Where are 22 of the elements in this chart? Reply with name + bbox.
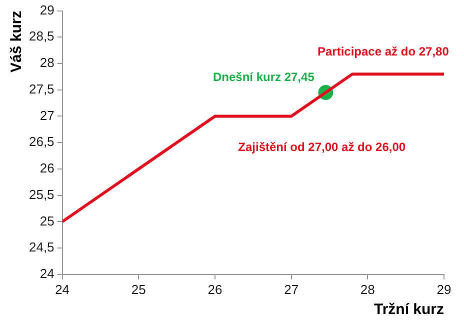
y-tick-label: 26 — [40, 160, 54, 176]
y-tick-label: 28,5 — [28, 28, 54, 44]
annotation: Dnešní kurz 27,45 — [212, 70, 315, 84]
x-tick-label: 24 — [55, 282, 70, 297]
y-tick-label: 24,5 — [28, 240, 54, 255]
y-tick-label: 28 — [40, 55, 54, 70]
y-tick-label: 26,5 — [28, 134, 54, 150]
x-tick-label: 26 — [208, 282, 222, 297]
x-tick-label: 25 — [131, 282, 146, 297]
y-tick-label: 27,5 — [28, 81, 54, 96]
x-tick-label: 27 — [284, 282, 299, 297]
y-tick-label: 25,5 — [28, 186, 54, 202]
annotation: Zajištění od 27,00 až do 26,00 — [238, 140, 406, 154]
y-tick-label: 29 — [40, 2, 54, 18]
y-tick-label: 24 — [40, 266, 54, 281]
annotation: Participace až do 27,80 — [317, 44, 450, 58]
y-tick-label: 27 — [40, 108, 54, 123]
y-tick-label: 25 — [40, 213, 54, 228]
x-tick-label: 29 — [436, 282, 452, 297]
x-tick-label: 28 — [360, 282, 375, 297]
y-axis-title: Váš kurz — [8, 10, 26, 73]
x-axis-title: Tržní kurz — [374, 301, 444, 318]
